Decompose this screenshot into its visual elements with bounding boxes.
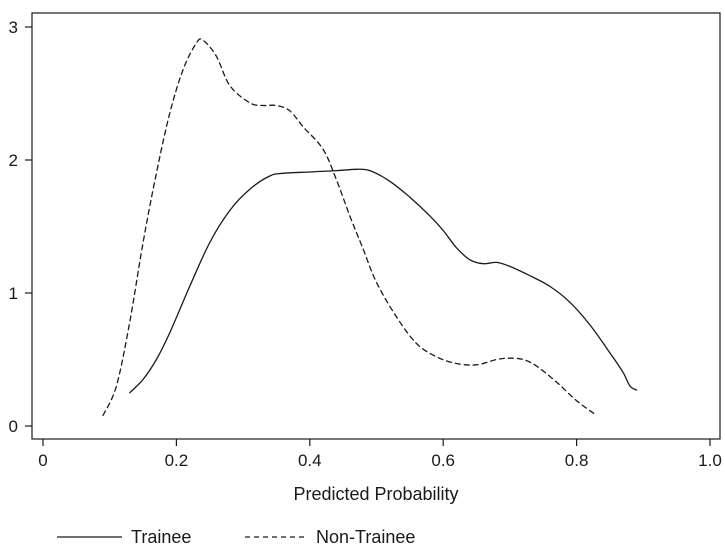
series-layer xyxy=(102,38,638,417)
legend: Trainee Non-Trainee xyxy=(57,527,415,545)
legend-label-trainee: Trainee xyxy=(131,527,191,545)
y-tick-label: 3 xyxy=(9,18,18,37)
y-tick-label: 0 xyxy=(9,417,18,436)
x-tick-label: 0 xyxy=(38,451,47,470)
y-axis: 0 1 2 3 xyxy=(9,18,32,436)
plot-frame xyxy=(31,12,721,440)
legend-label-non-trainee: Non-Trainee xyxy=(316,527,415,545)
series-line-trainee xyxy=(129,168,638,394)
x-tick-label: 0.8 xyxy=(565,451,589,470)
series-line-non-trainee xyxy=(102,38,598,417)
y-tick-label: 1 xyxy=(9,284,18,303)
x-tick-label: 1.0 xyxy=(698,451,722,470)
x-axis: 0 0.2 0.4 0.6 0.8 1.0 xyxy=(38,439,722,470)
y-tick-label: 2 xyxy=(9,151,18,170)
x-tick-label: 0.4 xyxy=(298,451,322,470)
x-tick-label: 0.2 xyxy=(165,451,189,470)
x-tick-label: 0.6 xyxy=(431,451,455,470)
x-axis-title: Predicted Probability xyxy=(293,484,458,504)
